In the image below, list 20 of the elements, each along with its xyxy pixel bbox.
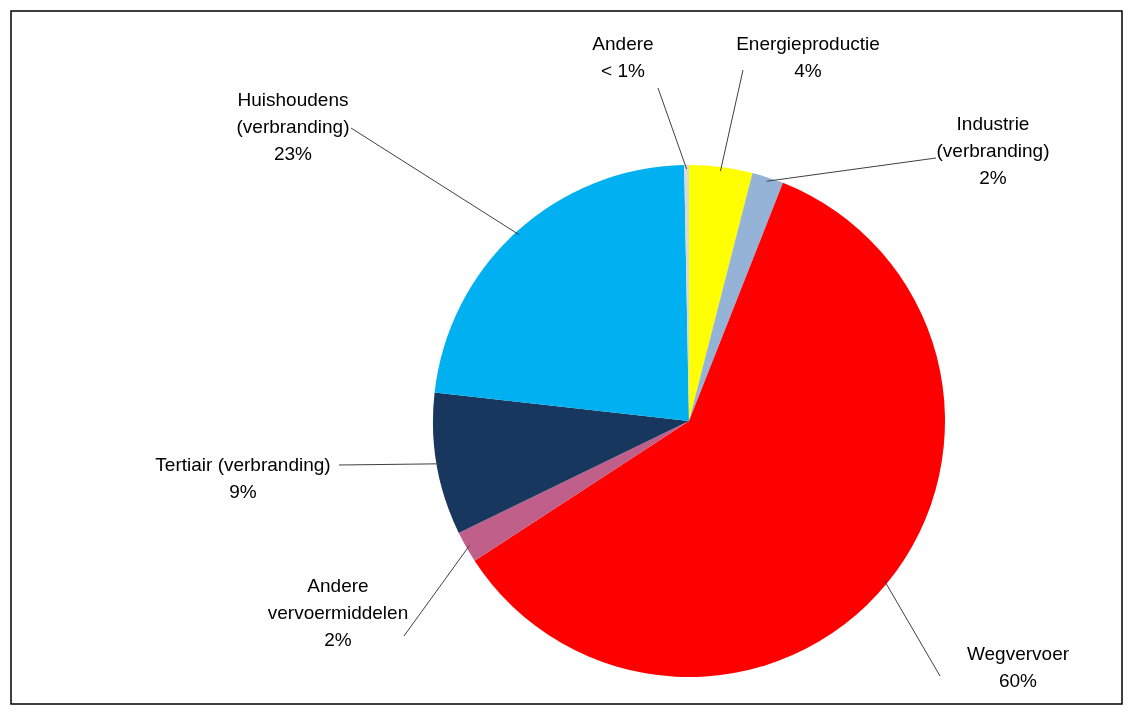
pie-slice [433,392,689,533]
slice-label: Andere [592,33,654,54]
pie-slice [689,173,783,421]
data-label: 2% [979,167,1007,188]
data-label: 23% [273,143,313,164]
pie-slice [474,182,945,677]
pie-slice [689,165,753,421]
slice-label: Andere vervoermiddelen [267,575,409,623]
pie-slice [434,165,689,421]
data-label: 60% [998,670,1038,691]
data-label: 2% [324,629,352,650]
slice-label: Energieproductie [736,33,880,54]
data-label: < 1% [601,60,646,81]
pie-slice [458,421,689,561]
data-label: 4% [794,60,822,81]
slice-label: Huishoudens (verbranding) [236,89,350,137]
slice-label: Industrie (verbranding) [936,113,1050,161]
slice-label: Wegvervoer [966,643,1070,664]
data-label: 9% [229,481,257,502]
slice-label: Tertiair (verbranding) [155,454,331,475]
